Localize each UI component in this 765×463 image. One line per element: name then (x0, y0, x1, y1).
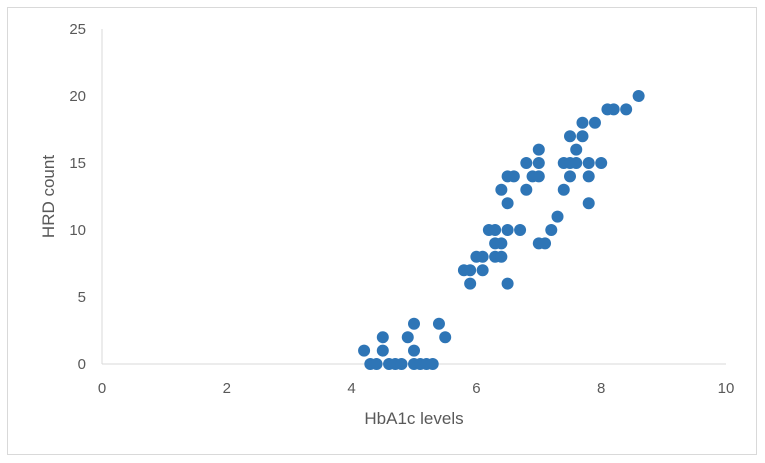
data-point (620, 103, 633, 116)
data-point (539, 237, 552, 250)
data-point (588, 116, 601, 129)
data-point (489, 224, 502, 236)
data-point (564, 130, 576, 143)
data-point (514, 224, 527, 236)
data-point (507, 170, 520, 183)
data-point (501, 277, 514, 290)
data-point (564, 170, 576, 183)
axes (101, 29, 726, 365)
data-point (501, 197, 514, 210)
data-point (476, 250, 489, 263)
x-tick-label: 4 (347, 380, 355, 397)
data-point (551, 210, 564, 223)
y-tick-label: 0 (78, 356, 86, 373)
data-point (464, 277, 477, 290)
data-point (432, 317, 445, 330)
data-point (570, 143, 583, 156)
x-tick-label: 10 (718, 380, 735, 397)
x-tick-label: 2 (223, 380, 231, 397)
data-point (495, 250, 508, 263)
data-point (376, 344, 389, 357)
data-point (582, 170, 595, 183)
data-point (358, 344, 371, 357)
data-point (570, 157, 583, 169)
data-point (557, 183, 570, 196)
data-point (532, 157, 545, 169)
data-point (376, 331, 389, 344)
y-tick-label: 20 (69, 88, 86, 105)
data-point (476, 264, 489, 277)
data-point (576, 116, 589, 129)
data-point (501, 224, 514, 236)
data-point (408, 317, 420, 330)
data-point (439, 331, 452, 344)
data-point (495, 183, 508, 196)
data-point (576, 130, 589, 143)
data-point (607, 103, 620, 116)
data-point (532, 170, 545, 183)
y-tick-label: 10 (69, 222, 86, 239)
data-point (520, 183, 533, 196)
x-tick-label: 8 (597, 380, 605, 397)
x-tick-label: 6 (472, 380, 480, 397)
y-tick-labels: 0 5 10 15 20 25 (69, 21, 86, 373)
data-point (545, 224, 558, 236)
data-point (520, 157, 533, 169)
data-point (370, 358, 383, 370)
y-tick-label: 25 (69, 21, 86, 38)
data-point (632, 90, 645, 102)
data-point (595, 157, 608, 169)
data-point (426, 358, 439, 370)
data-point (395, 358, 408, 370)
data-points (358, 90, 645, 370)
chart-area (7, 7, 757, 455)
data-point (464, 264, 477, 277)
data-point (495, 237, 508, 250)
x-axis-title: HbA1c levels (364, 409, 463, 428)
y-tick-label: 15 (69, 155, 86, 172)
data-point (582, 157, 595, 169)
data-point (532, 143, 545, 156)
y-tick-label: 5 (78, 289, 86, 306)
data-point (582, 197, 595, 210)
x-tick-label: 0 (98, 380, 106, 397)
x-tick-labels: 0 2 4 6 8 10 (98, 380, 735, 397)
data-point (401, 331, 414, 344)
y-axis-title: HRD count (39, 155, 58, 238)
data-point (408, 344, 420, 357)
